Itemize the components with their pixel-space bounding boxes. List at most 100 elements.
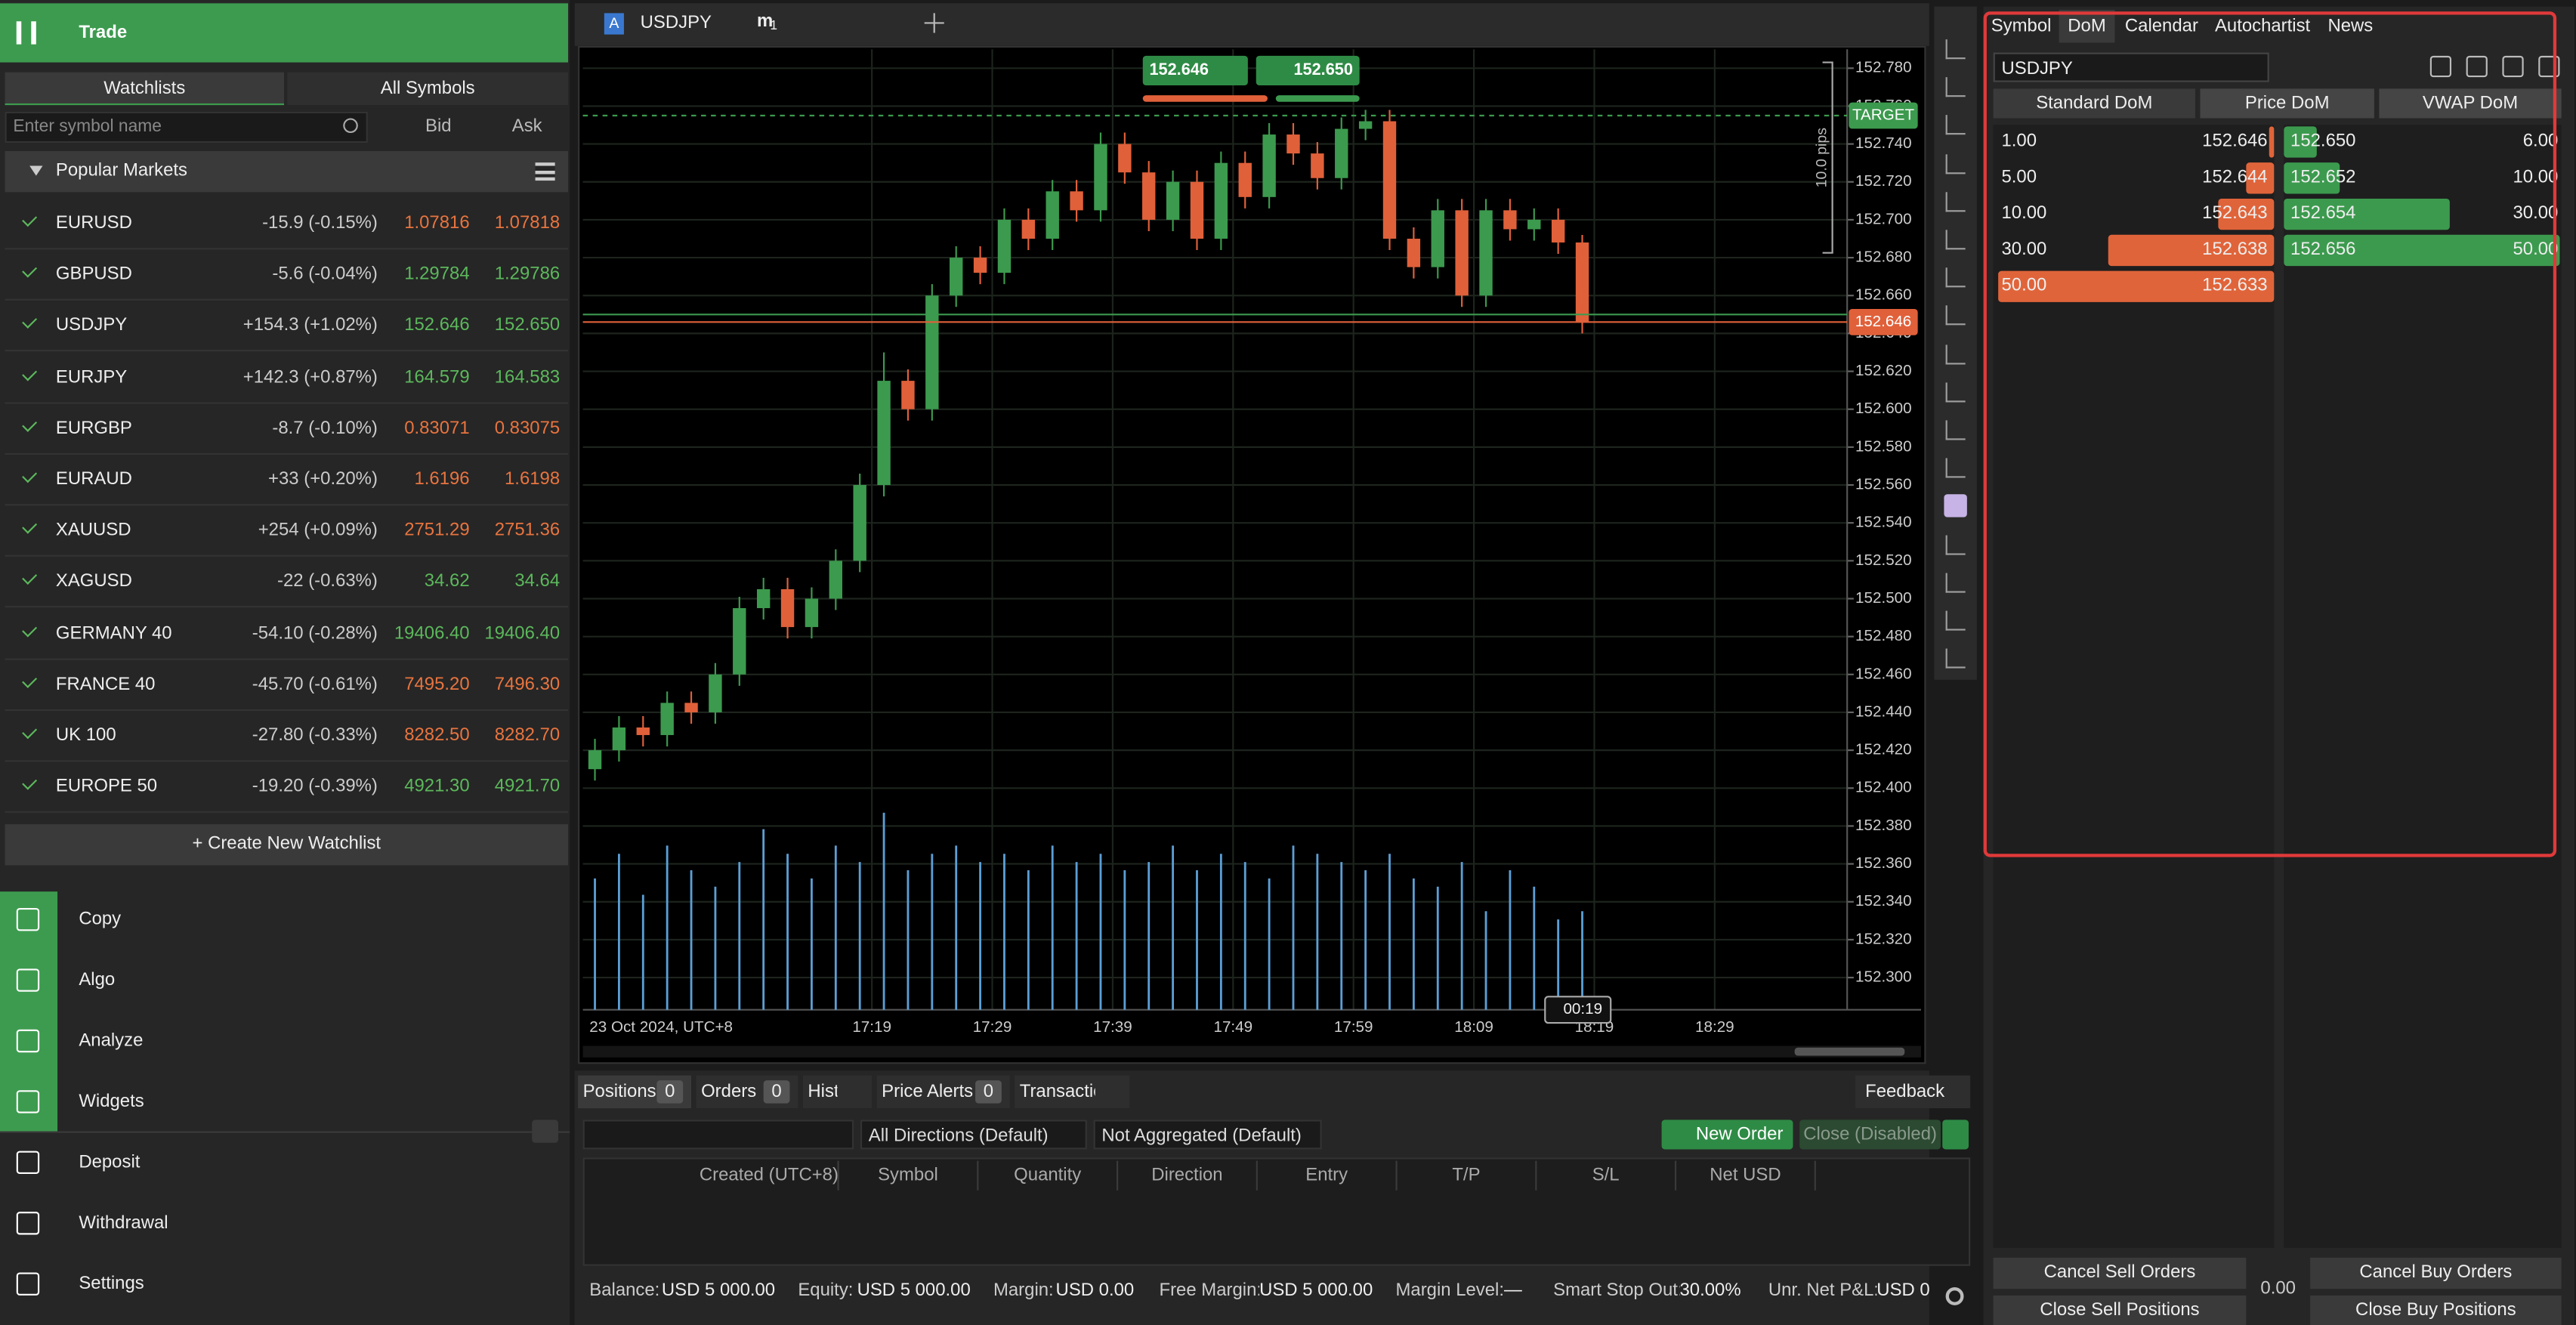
symbol: EURGBP (55, 418, 132, 438)
tool-icon[interactable] (1945, 573, 1966, 593)
tool-icon[interactable] (1945, 610, 1966, 631)
nav-icon (16, 907, 40, 931)
account-label: Margin Level: (1395, 1280, 1504, 1301)
tool-icon[interactable] (1945, 77, 1966, 97)
watchlist-row[interactable] (5, 455, 569, 506)
dom-tool-icon[interactable] (2502, 55, 2524, 78)
watchlists-tab[interactable]: Watchlists (5, 72, 285, 106)
tool-icon[interactable] (1945, 115, 1966, 136)
y-tick-label: 152.500 (1855, 589, 1912, 607)
nav-item[interactable]: Settings (79, 1274, 144, 1294)
ask: 2751.36 (494, 520, 561, 541)
nav-item[interactable]: Copy (79, 910, 122, 930)
candle-body (1214, 162, 1228, 239)
dom-tab[interactable]: DoM (2059, 10, 2115, 43)
dom-tool-icon[interactable] (2538, 55, 2560, 78)
dom-mode[interactable]: Standard DoM (1993, 88, 2195, 119)
symbol-tab[interactable]: USDJPY (640, 13, 712, 33)
settings-icon[interactable] (1945, 1287, 1964, 1305)
tool-icon[interactable] (1945, 534, 1966, 554)
tool-icon[interactable] (1945, 648, 1966, 669)
aggregation-filter[interactable]: Not Aggregated (Default) (1093, 1120, 1322, 1150)
watchlist-row[interactable] (5, 762, 569, 814)
watchlist-row[interactable] (5, 557, 569, 609)
nav-item[interactable]: Deposit (79, 1152, 141, 1172)
ask: 19406.40 (484, 623, 561, 644)
bid: 1.6196 (414, 469, 470, 490)
close-sell-button[interactable]: Close Sell Positions (1993, 1295, 2247, 1325)
bid: 1.29784 (404, 264, 470, 285)
dom-mode[interactable]: Price DoM (2200, 88, 2374, 119)
watchlist-row[interactable] (5, 659, 569, 711)
close-buy-button[interactable]: Close Buy Positions (2310, 1295, 2562, 1325)
watchlist-row[interactable] (5, 403, 569, 455)
tool-icon[interactable] (1945, 344, 1966, 364)
group-header[interactable] (5, 150, 569, 193)
watchlist-row[interactable] (5, 301, 569, 352)
bid: 19406.40 (394, 623, 470, 644)
watchlist-row[interactable] (5, 250, 569, 301)
buy-list (2284, 125, 2562, 1248)
watchlist-row[interactable] (5, 711, 569, 762)
nav-item[interactable]: Analyze (79, 1030, 144, 1052)
tool-icon[interactable] (1945, 381, 1966, 403)
dom-tab[interactable]: News (2327, 16, 2374, 36)
dom-mode[interactable]: VWAP DoM (2379, 88, 2562, 119)
tool-icon[interactable] (1945, 39, 1966, 60)
bottom-tab[interactable] (802, 1075, 873, 1109)
time-remaining-box (1544, 996, 1612, 1024)
bid: 0.83071 (404, 418, 470, 438)
cancel-buy-button[interactable]: Cancel Buy Orders (2310, 1257, 2562, 1289)
nav-item[interactable]: Algo (79, 970, 116, 990)
close-button[interactable]: Close (Disabled) (1799, 1120, 1941, 1150)
search-box[interactable] (582, 1120, 854, 1150)
y-tick-label: 152.700 (1855, 210, 1912, 227)
buy-volume: 50.00 (2513, 239, 2559, 260)
tool-icon[interactable] (1945, 458, 1966, 478)
direction-filter[interactable]: All Directions (Default) (860, 1120, 1087, 1150)
dom-tool-icon[interactable] (2466, 55, 2488, 78)
nav-item[interactable]: Withdrawal (79, 1213, 168, 1234)
buy-bar (2284, 234, 2560, 267)
candle-body (780, 588, 795, 628)
timeframe[interactable]: m (756, 11, 774, 32)
close-menu-button[interactable] (1942, 1120, 1969, 1150)
pips-label: 10.0 pips (1814, 128, 1830, 188)
symbol: GERMANY 40 (55, 623, 172, 644)
tool-icon[interactable] (1945, 230, 1966, 250)
watchlist-row[interactable] (5, 608, 569, 659)
create-watchlist-button[interactable]: + Create New Watchlist (5, 824, 569, 866)
tool-icon[interactable] (1945, 267, 1966, 288)
tool-icon[interactable] (1945, 306, 1966, 326)
bottom-tab[interactable] (1015, 1075, 1130, 1109)
x-tick-label: 17:39 (1093, 1018, 1132, 1036)
account-label: Free Margin: (1159, 1280, 1260, 1301)
color-swatch[interactable] (1944, 494, 1967, 517)
cancel-sell-button[interactable]: Cancel Sell Orders (1993, 1257, 2247, 1289)
ask: 1.29786 (494, 264, 561, 285)
candle-body (1527, 219, 1541, 230)
tool-icon[interactable] (1945, 153, 1966, 174)
tool-icon[interactable] (1945, 420, 1966, 440)
search-box[interactable] (5, 111, 368, 144)
watchlist-row[interactable] (5, 199, 569, 250)
feedback-button[interactable]: Feedback (1855, 1075, 1971, 1109)
timeframe-value: 1 (770, 17, 778, 33)
tool-icon[interactable] (1945, 191, 1966, 212)
target-label-box (1849, 102, 1918, 129)
all-symbols-tab[interactable]: All Symbols (287, 72, 569, 106)
new-order-button[interactable]: New Order (1661, 1120, 1793, 1150)
dom-tab[interactable]: Symbol (1991, 16, 2052, 36)
dom-tab[interactable]: Autochartist (2214, 16, 2311, 36)
symbol-select[interactable]: USDJPY (1993, 52, 2269, 82)
dom-tool-icon[interactable] (2429, 55, 2452, 78)
watchlist-row[interactable] (5, 506, 569, 557)
dom-tab[interactable]: Calendar (2124, 16, 2198, 36)
candle-body (1262, 134, 1276, 197)
table-header: T/P (1398, 1160, 1537, 1191)
collapse-nav-button[interactable] (532, 1120, 558, 1143)
watchlist-row[interactable] (5, 352, 569, 403)
sell-volume: 50.00 (2001, 276, 2047, 296)
nav-item[interactable]: Widgets (79, 1092, 144, 1112)
candle-body (733, 608, 746, 675)
